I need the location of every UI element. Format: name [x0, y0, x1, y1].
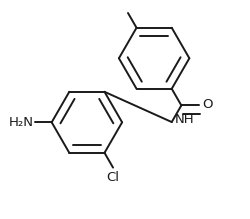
- Text: Cl: Cl: [106, 171, 120, 184]
- Text: H₂N: H₂N: [8, 116, 34, 129]
- Text: NH: NH: [175, 113, 195, 126]
- Text: O: O: [202, 99, 212, 111]
